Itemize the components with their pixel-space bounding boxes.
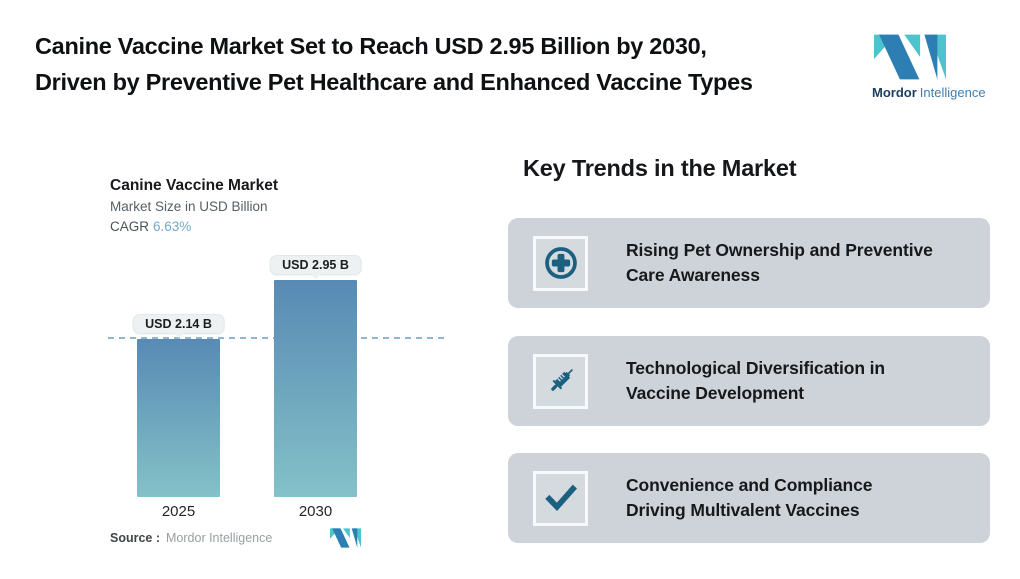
chart-title: Canine Vaccine Market	[110, 177, 278, 194]
mordor-logo-icon	[874, 34, 946, 80]
chart-subtitle: Market Size in USD Billion	[110, 199, 268, 214]
medical-cross-icon	[533, 235, 588, 291]
brand-wordmark-bold: Mordor	[872, 85, 917, 100]
trend-card-technology: Technological Diversification in Vaccine…	[508, 336, 990, 426]
source-attribution: Source : Mordor Intelligence	[110, 531, 272, 545]
mordor-intelligence-logo: Mordor Intelligence	[872, 33, 986, 100]
brand-wordmark: Mordor Intelligence	[872, 85, 986, 100]
brand-wordmark-light: Intelligence	[919, 85, 986, 100]
trend-card-label: Technological Diversification in Vaccine…	[626, 358, 886, 403]
bar-value-label-2025: USD 2.14 B	[132, 314, 225, 334]
chart-cagr: CAGR 6.63%	[110, 219, 191, 234]
bar-value-text: USD 2.14 B	[145, 317, 212, 331]
bar-value-text: USD 2.95 B	[282, 258, 349, 272]
cagr-label: CAGR	[110, 219, 150, 234]
page-title-line2: Driven by Preventive Pet Healthcare and …	[35, 69, 753, 95]
mordor-logo-icon-small	[330, 528, 361, 548]
source-value: Mordor Intelligence	[166, 531, 273, 545]
bar-value-label-2030: USD 2.95 B	[269, 255, 362, 275]
checkmark-icon	[533, 470, 588, 526]
page-title: Canine Vaccine Market Set to Reach USD 2…	[35, 28, 753, 100]
trend-card-label: Rising Pet Ownership and Preventive Care…	[626, 240, 933, 285]
source-label: Source :	[110, 531, 161, 545]
cagr-value: 6.63%	[153, 219, 192, 234]
x-axis-label-2030: 2030	[298, 503, 333, 520]
page-title-line1: Canine Vaccine Market Set to Reach USD 2…	[35, 33, 707, 59]
trend-card-pet-ownership: Rising Pet Ownership and Preventive Care…	[508, 218, 990, 308]
syringe-icon	[533, 353, 588, 409]
trends-heading: Key Trends in the Market	[523, 155, 797, 181]
x-axis-label-2025: 2025	[161, 503, 196, 520]
trend-card-label: Convenience and Compliance Driving Multi…	[626, 475, 873, 520]
bar-2030	[274, 280, 357, 497]
trend-card-convenience: Convenience and Compliance Driving Multi…	[508, 453, 990, 543]
bar-2025	[137, 339, 220, 497]
